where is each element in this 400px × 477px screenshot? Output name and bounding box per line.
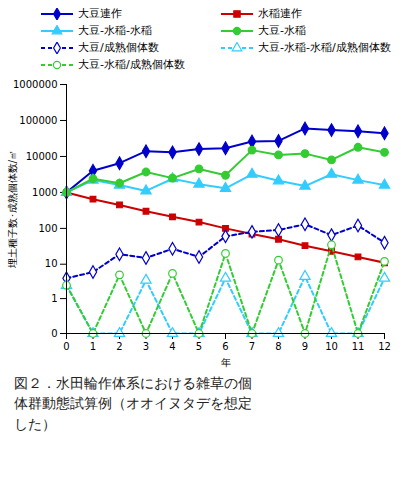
html-text:大豆/成熟個体数: 大豆/成熟個体数 — [78, 41, 159, 54]
svg-text:埋土種子数･成熟個体数/㎡: 埋土種子数･成熟個体数/㎡ — [7, 150, 18, 269]
svg-text:7: 7 — [249, 341, 255, 352]
html-text:図２．水田輪作体系における雑草の個体群動態試算例（オオイヌタ: 図２．水田輪作体系における雑草の個体群動態試算例（オオイヌタデを想定した） — [14, 375, 252, 432]
svg-text:0: 0 — [51, 328, 57, 339]
svg-text:100000: 100000 — [19, 115, 57, 126]
svg-text:10000: 10000 — [26, 151, 58, 162]
svg-text:10: 10 — [45, 258, 58, 269]
html-text:水稲連作: 水稲連作 — [258, 7, 302, 20]
svg-text:0: 0 — [63, 341, 69, 352]
svg-text:1000000: 1000000 — [13, 79, 58, 90]
html-text:大豆連作: 大豆連作 — [78, 7, 122, 20]
svg-text:10: 10 — [325, 341, 338, 352]
svg-text:5: 5 — [196, 341, 202, 352]
html-text:大豆-水稲-水稲/成熟個体数: 大豆-水稲-水稲/成熟個体数 — [258, 41, 391, 54]
svg-text:12: 12 — [378, 341, 391, 352]
svg-text:1000: 1000 — [32, 187, 57, 198]
svg-text:1: 1 — [51, 293, 57, 304]
svg-text:年: 年 — [221, 357, 231, 368]
svg-text:6: 6 — [222, 341, 228, 352]
html-text:大豆-水稲/成熟個体数: 大豆-水稲/成熟個体数 — [78, 58, 185, 71]
svg-text:8: 8 — [275, 341, 281, 352]
svg-text:100: 100 — [38, 223, 57, 234]
svg-text:4: 4 — [169, 341, 175, 352]
html-text:大豆-水稲: 大豆-水稲 — [258, 24, 306, 37]
svg-text:9: 9 — [302, 341, 308, 352]
html-text:大豆-水稲-水稲: 大豆-水稲-水稲 — [78, 24, 152, 37]
svg-text:1: 1 — [90, 341, 96, 352]
svg-text:3: 3 — [143, 341, 149, 352]
svg-text:2: 2 — [116, 341, 122, 352]
svg-text:11: 11 — [352, 341, 365, 352]
